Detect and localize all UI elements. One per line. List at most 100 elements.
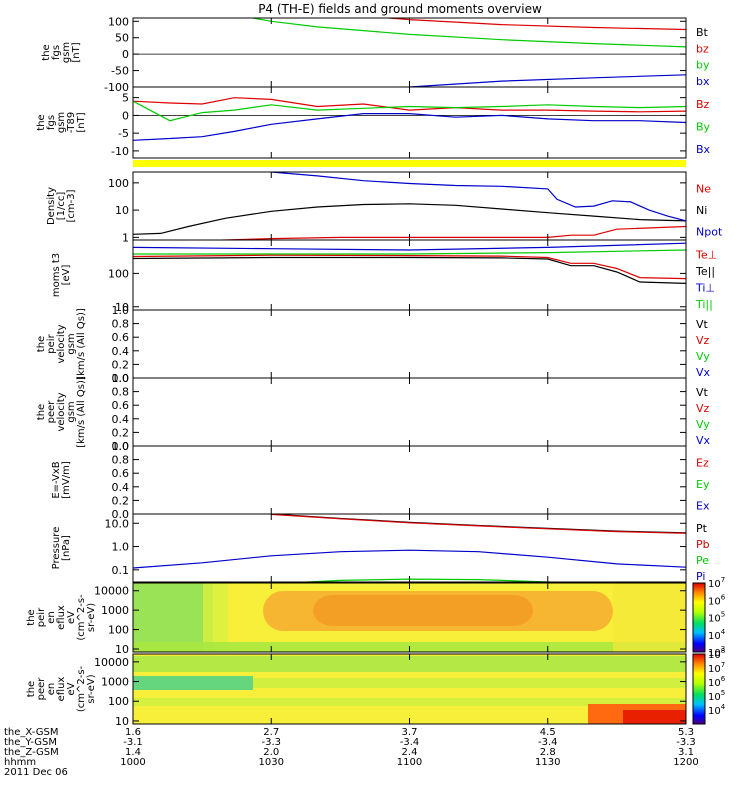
panel-moms-t3-series bbox=[133, 242, 686, 284]
x-row-value: 1030 bbox=[259, 757, 284, 768]
panel-peir-velocity-y-tick-label: 1.0 bbox=[112, 304, 130, 317]
spec-low-region bbox=[133, 583, 213, 652]
panel-fgs-gsm-tip-y-label: fgs bbox=[46, 115, 57, 130]
colorbar-tick-exponent: 6 bbox=[721, 675, 726, 683]
x-row-label: the_X-GSM bbox=[4, 727, 58, 738]
legend-Pe: Pe bbox=[696, 554, 709, 567]
legend-By: By bbox=[696, 121, 711, 134]
x-row-value: 3.1 bbox=[678, 747, 694, 758]
panel-e-vxb-y-tick-label: 0.2 bbox=[112, 494, 130, 507]
panel-density-y-label: [cm-3] bbox=[66, 189, 77, 222]
panel-peir-velocity-y-label: gsm bbox=[66, 333, 77, 354]
spec-hot-core bbox=[313, 595, 533, 627]
panel-moms-t3-y-label: moms t3 bbox=[51, 253, 62, 297]
panel-fgs-gsm-y-label: [nT] bbox=[71, 42, 82, 62]
panel-peer-velocity-y-label: [km/s (All Qs)] bbox=[76, 376, 87, 448]
legend-by: by bbox=[696, 59, 710, 72]
series-Npot-line bbox=[271, 172, 686, 222]
panel-fgs-gsm-tip-y-label: -T89 bbox=[66, 112, 77, 134]
legend-Ez: Ez bbox=[696, 457, 709, 470]
panel-peer-velocity-y-tick-label: 1.0 bbox=[112, 372, 130, 385]
panel-fgs-gsm-y-tick-label: -100 bbox=[104, 81, 129, 94]
series-Pb-line bbox=[271, 514, 686, 534]
x-row-value: 4.5 bbox=[540, 727, 556, 738]
panel-peir-velocity-y-tick-label: 0.0 bbox=[112, 372, 130, 385]
spectrogram-peer-en-eflux-y-tick-label: 100 bbox=[108, 695, 129, 708]
spectrogram-peir-en-eflux: 10 100 1000 10000 the peir en eflux eV (cm^2-s-sr… bbox=[26, 576, 726, 659]
series-Ni-line bbox=[133, 203, 686, 235]
legend-Vz: Vz bbox=[696, 334, 710, 347]
x-row-value: 1200 bbox=[673, 757, 698, 768]
panel-pressure: 0.1 1.0 10.0 Pressure [nPa] Pt Pb Pe Pi bbox=[51, 513, 710, 583]
panel-peir-velocity-y-tick-label: 0.2 bbox=[112, 358, 130, 371]
panel-peir-velocity-y-tick-label: 0.6 bbox=[112, 331, 130, 344]
panel-moms-t3-y-tick-label: 100 bbox=[108, 267, 129, 280]
x-row-value: 1130 bbox=[535, 757, 560, 768]
x-row-label: the_Z-GSM bbox=[4, 747, 59, 758]
panel-fgs-gsm-y-tick-label: 0 bbox=[122, 48, 129, 61]
colorbar-tick-exponent: 4 bbox=[721, 703, 726, 711]
spectrogram-peir-en-eflux-y-tick-label: 10 bbox=[115, 643, 129, 656]
spectrogram-body bbox=[133, 654, 686, 724]
x-row-value: -3.1 bbox=[123, 737, 143, 748]
legend-Te: Te|| bbox=[695, 265, 715, 278]
panel-e-vxb-y-label: E=-VxB bbox=[51, 461, 62, 498]
panel-peer-velocity-y-label: gsm bbox=[66, 401, 77, 422]
colorbar-tick-exponent: 8 bbox=[721, 647, 725, 655]
panel-peer-velocity-y-label: peer bbox=[46, 400, 57, 424]
x-row-value: 2.7 bbox=[263, 727, 279, 738]
series-by-line bbox=[249, 18, 686, 48]
legend-Ti: Ti|| bbox=[695, 298, 713, 311]
legend-Bt: Bt bbox=[696, 26, 709, 39]
series-Te-line bbox=[133, 254, 686, 280]
spectrogram-peer-en-eflux-y-label: (cm^2-s- bbox=[76, 665, 87, 712]
legend-Pb: Pb bbox=[696, 538, 710, 551]
panel-density: 1 10 100 Density [1/cc] [cm-3] Ne Ni Npot bbox=[46, 171, 723, 244]
panel-pressure-y-tick-label: 1.0 bbox=[112, 541, 130, 554]
spectrogram-peir-en-eflux-y-label: eV bbox=[66, 611, 77, 624]
legend-Ne: Ne bbox=[696, 183, 711, 196]
series-Bx-line bbox=[133, 112, 686, 141]
panel-density-y-label: [1/cc] bbox=[56, 192, 67, 221]
spec-low-band bbox=[133, 698, 686, 706]
colorbar-tick-exponent: 7 bbox=[721, 576, 725, 584]
x-row-value: 2.4 bbox=[402, 747, 418, 758]
panel-peir-velocity-y-label: velocity bbox=[56, 324, 67, 363]
colorbar bbox=[692, 582, 706, 653]
spectrogram-peer-en-eflux-y-tick-label: 10 bbox=[115, 715, 129, 728]
spectrogram-peer-en-eflux-y-tick-label: 1000 bbox=[101, 676, 129, 689]
spectrogram-peer-en-eflux: 10 100 1000 10000 the peer en eflux eV (cm^2-s-sr… bbox=[26, 647, 726, 728]
spectrogram-peer-en-eflux-y-label: eflux bbox=[56, 677, 67, 702]
x-row-value: 1100 bbox=[397, 757, 422, 768]
panel-peer-velocity-y-label: velocity bbox=[56, 392, 67, 431]
panel-density-y-tick-label: 10 bbox=[115, 204, 129, 217]
x-row-label: the_Y-GSM bbox=[4, 737, 57, 748]
panel-e-vxb-y-tick-label: 0.4 bbox=[112, 481, 130, 494]
panel-fgs-gsm-y-tick-label: 100 bbox=[108, 15, 129, 28]
legend-bx: bx bbox=[696, 75, 710, 88]
panel-peir-velocity-y-label: [km/s (All Qs)] bbox=[76, 308, 87, 380]
panel-fgs-gsm-y-label: gsm bbox=[61, 42, 72, 63]
panel-peer-velocity-y-tick-label: 0.2 bbox=[112, 426, 130, 439]
panel-density-y-tick-label: 100 bbox=[108, 177, 129, 190]
spectrogram-peir-en-eflux-y-tick-label: 1000 bbox=[101, 604, 129, 617]
panel-fgs-gsm-y-label: fgs bbox=[51, 45, 62, 60]
colorbar-tick-exponent: 5 bbox=[721, 611, 725, 619]
spectrogram-body bbox=[133, 583, 686, 652]
legend-Pt: Pt bbox=[696, 522, 708, 535]
panel-density-series bbox=[133, 172, 686, 240]
x-row-value: 2.8 bbox=[540, 747, 556, 758]
colorbar-tick-exponent: 6 bbox=[721, 593, 726, 601]
spec-right-region bbox=[613, 583, 686, 652]
legend-Bz: Bz bbox=[696, 98, 710, 111]
legend-Vy: Vy bbox=[696, 350, 710, 363]
panel-pressure-y-label: Pressure bbox=[51, 527, 62, 570]
legend-Vt: Vt bbox=[696, 386, 709, 399]
spectrogram-peer-en-eflux-y-tick-label: 10000 bbox=[94, 656, 129, 669]
spectrogram-peir-en-eflux-y-label: (cm^2-s- bbox=[76, 594, 87, 641]
x-row-value: -3.3 bbox=[676, 737, 696, 748]
